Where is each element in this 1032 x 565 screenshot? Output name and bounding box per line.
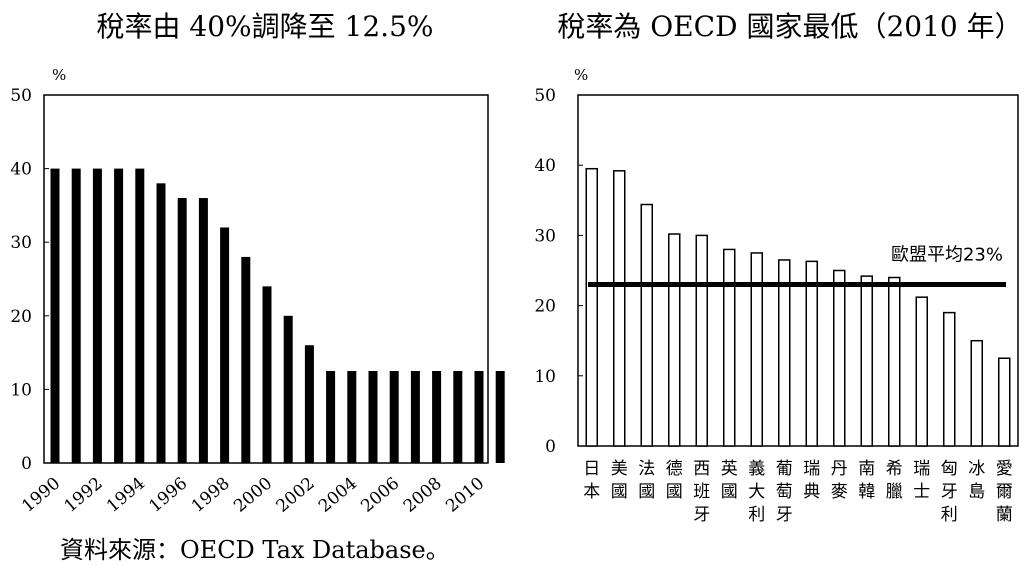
- left-x-tick-label: 1994: [103, 474, 149, 517]
- left-bar-2004: [347, 371, 357, 463]
- right-x-tick-label: 葡萄牙: [776, 459, 793, 525]
- left-bar-1995: [156, 183, 166, 463]
- left-y-tick-label: 10: [10, 380, 32, 400]
- right-bar-匈牙利: [943, 311, 956, 447]
- right-chart-y-unit: %: [574, 66, 588, 84]
- left-x-tick-label: 1996: [145, 474, 191, 517]
- left-x-tick-label: 2002: [273, 474, 319, 517]
- right-x-tick-label: 西班牙: [693, 459, 710, 525]
- left-x-tick-label: 2000: [230, 474, 276, 517]
- source-note: 資料來源：OECD Tax Database。: [60, 536, 450, 564]
- right-y-tick-label: 20: [534, 297, 556, 317]
- right-bar-葡萄牙: [778, 259, 791, 447]
- right-bar-南韓: [860, 275, 873, 447]
- right-x-tick-label: 希臘: [886, 459, 903, 502]
- right-x-tick-label: 南韓: [858, 459, 875, 502]
- left-bar-2007: [410, 371, 420, 463]
- right-x-tick-label: 愛爾蘭: [996, 459, 1013, 525]
- left-bar-1994: [135, 168, 145, 463]
- left-bar-1991: [71, 168, 81, 463]
- left-y-tick-label: 0: [21, 454, 32, 474]
- right-x-tick-label: 德國: [666, 459, 683, 502]
- right-bar-日本: [585, 167, 598, 447]
- right-chart-title: 稅率為 OECD 國家最低（2010 年）: [557, 10, 1022, 43]
- left-bar-2011: [495, 371, 505, 463]
- left-bar-1997: [198, 198, 208, 464]
- right-chart-y-axis: 0 10 20 30 40 50: [534, 86, 583, 457]
- left-bar-2008: [432, 371, 442, 463]
- right-bar-義大利: [750, 252, 763, 447]
- left-x-tick-label: 2008: [400, 474, 446, 517]
- right-bar-西班牙: [695, 234, 708, 447]
- left-chart-y-axis: 0 10 20 30 40 50: [10, 86, 49, 474]
- right-x-tick-label: 瑞士: [913, 459, 930, 502]
- left-y-tick-label: 50: [10, 86, 32, 106]
- right-x-tick-label: 英國: [721, 459, 738, 502]
- left-bar-2002: [304, 345, 314, 463]
- left-bar-2006: [389, 371, 399, 463]
- right-x-tick-label: 美國: [611, 459, 628, 502]
- right-bar-德國: [668, 233, 681, 447]
- eu-average-label: 歐盟平均23%: [891, 245, 1003, 266]
- left-x-tick-label: 2004: [315, 474, 361, 517]
- right-x-tick-label: 丹麥: [831, 459, 848, 502]
- right-y-tick-label: 30: [534, 226, 556, 246]
- right-x-tick-label: 匈牙利: [941, 459, 958, 525]
- left-bar-1996: [177, 198, 187, 464]
- left-chart-y-unit: %: [52, 66, 66, 84]
- left-bar-2001: [283, 315, 293, 463]
- right-bar-法國: [640, 203, 653, 447]
- right-y-tick-label: 40: [534, 156, 556, 176]
- left-x-tick-label: 1992: [61, 474, 107, 517]
- left-bar-2009: [453, 371, 463, 463]
- left-x-tick-label: 1998: [188, 474, 234, 517]
- right-bar-愛爾蘭: [998, 357, 1011, 447]
- left-chart-bars: [50, 168, 505, 464]
- right-x-tick-label: 義大利: [748, 459, 765, 525]
- left-bar-2003: [326, 371, 336, 463]
- right-x-tick-label: 冰島: [968, 459, 985, 502]
- right-bar-瑞典: [805, 260, 818, 447]
- right-y-tick-label: 50: [534, 86, 556, 106]
- right-y-tick-label: 0: [545, 437, 556, 457]
- left-bar-1998: [220, 227, 230, 463]
- left-x-tick-label: 2010: [442, 474, 488, 517]
- right-bar-英國: [723, 248, 736, 447]
- left-bar-1990: [50, 168, 60, 463]
- left-bar-1999: [241, 256, 251, 463]
- left-bar-2000: [262, 286, 272, 463]
- left-bar-2005: [368, 371, 378, 463]
- right-bar-希臘: [888, 276, 901, 447]
- right-y-tick-label: 10: [534, 367, 556, 387]
- right-bar-冰島: [970, 339, 983, 447]
- left-y-tick-label: 40: [10, 160, 32, 180]
- right-bar-瑞士: [915, 296, 928, 447]
- right-chart-bars: [585, 167, 1011, 447]
- left-chart-title: 稅率由 40%調降至 12.5%: [97, 10, 434, 43]
- right-bar-美國: [613, 170, 626, 447]
- left-chart-x-axis: 1990199219941996199820002002200420062008…: [18, 474, 488, 517]
- right-bar-丹麥: [833, 269, 846, 447]
- left-x-tick-label: 2006: [357, 474, 403, 517]
- right-x-tick-label: 瑞典: [803, 459, 820, 502]
- left-bar-1992: [92, 168, 102, 463]
- left-y-tick-label: 20: [10, 307, 32, 327]
- left-x-tick-label: 1990: [18, 474, 64, 517]
- right-chart-plot-frame: [577, 94, 1019, 447]
- right-chart-reference-line: 歐盟平均23%: [588, 245, 1006, 288]
- left-bar-1993: [114, 168, 124, 463]
- right-x-tick-label: 法國: [638, 459, 655, 502]
- right-x-tick-label: 日本: [583, 459, 600, 502]
- left-y-tick-label: 30: [10, 233, 32, 253]
- left-bar-2010: [474, 371, 484, 463]
